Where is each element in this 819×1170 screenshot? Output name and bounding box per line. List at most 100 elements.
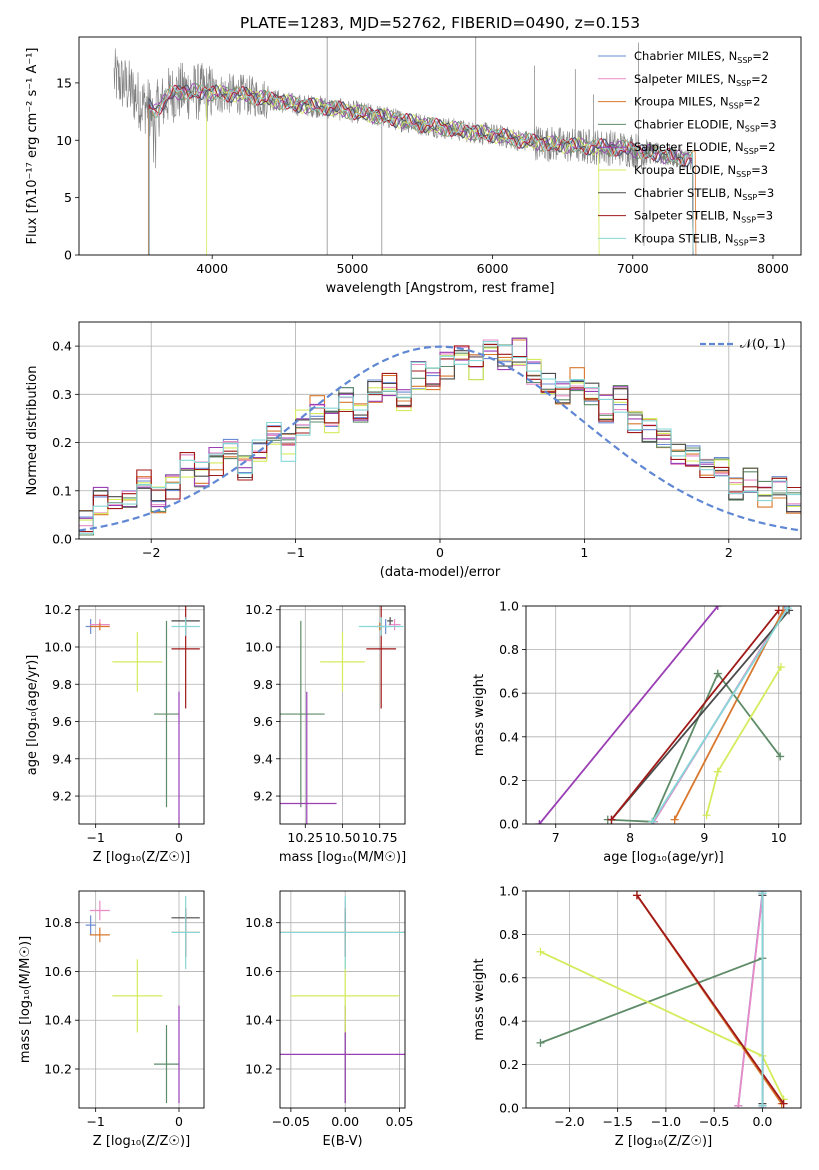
legend-model-name: Chabrier ELODIE xyxy=(634,117,729,131)
legend-entry: 𝒩(0, 1) xyxy=(740,336,786,351)
legend-nssp: =3 xyxy=(749,231,766,245)
x-tick-label: 7 xyxy=(552,830,560,845)
x-tick-label: 7000 xyxy=(617,261,649,276)
y-tick-label: 10 xyxy=(56,133,72,148)
y-tick-label: 0.4 xyxy=(499,729,519,744)
legend-entry: Kroupa STELIB, NSSP=3 xyxy=(634,231,765,247)
y-tick-label: 9.2 xyxy=(253,789,273,804)
x-axis-label: age [log₁₀(age/yr)] xyxy=(603,850,724,865)
legend-nssp: =2 xyxy=(744,95,761,109)
x-tick-label: −0.05 xyxy=(272,1114,310,1129)
weight-marker xyxy=(774,606,783,615)
legend-model-name: Salpeter ELODIE xyxy=(634,140,728,154)
model-spectrum xyxy=(148,83,694,255)
panel-mass-vs-ebv: −0.05 0.00 0.05 10.2 10.4 10.6 10.8 E(B-V) xyxy=(245,890,413,1149)
x-tick-label: 10 xyxy=(771,830,787,845)
legend-nssp: =3 xyxy=(756,209,773,223)
legend-entry: Salpeter STELIB, NSSP=3 xyxy=(634,209,773,225)
plot-area xyxy=(536,891,788,1108)
y-tick-label: 9.8 xyxy=(52,677,72,692)
x-tick-label: 4000 xyxy=(196,261,228,276)
grid-lines xyxy=(280,891,405,1108)
x-tick-label: 1 xyxy=(580,545,588,560)
weight-line xyxy=(538,606,719,824)
legend-prefix: , N xyxy=(721,49,737,63)
axes-frame xyxy=(525,890,802,1109)
legend-subscript: SSP xyxy=(736,79,751,88)
y-tick-label: 10.4 xyxy=(245,1013,273,1028)
x-tick-label: −1 xyxy=(86,1114,104,1129)
weight-marker xyxy=(734,1101,743,1108)
x-tick-label: 9 xyxy=(700,830,708,845)
legend-prefix: , N xyxy=(725,209,741,223)
y-tick-label: 0.8 xyxy=(499,642,519,657)
y-tick-label: 9.2 xyxy=(52,789,72,804)
weight-marker xyxy=(758,1101,767,1108)
axes-frame xyxy=(78,36,802,256)
weight-line xyxy=(610,609,780,821)
plot-area xyxy=(113,37,697,255)
plot-area xyxy=(85,895,200,1104)
model-spectrum xyxy=(148,84,694,255)
weight-line xyxy=(607,671,781,823)
x-axis-label: Z [log₁₀(Z/Z☉)] xyxy=(615,1134,712,1149)
y-tick-label: 10.2 xyxy=(245,602,273,617)
x-tick-label: −2.0 xyxy=(554,1114,584,1129)
plot-area xyxy=(79,337,801,536)
legend-nssp: =3 xyxy=(760,117,777,131)
legend-subscript: SSP xyxy=(737,56,752,65)
weight-marker xyxy=(607,815,616,824)
weight-marker xyxy=(776,752,785,761)
weight-line xyxy=(651,607,789,823)
legend-model-name: Salpeter MILES xyxy=(634,72,720,86)
y-tick-label: 0.0 xyxy=(499,1101,519,1116)
x-axis-label: Z [log₁₀(Z/Z☉)] xyxy=(93,850,190,865)
model-spectrum xyxy=(148,84,694,255)
x-tick-label: 5000 xyxy=(336,261,368,276)
x-tick-label: 0.0 xyxy=(752,1114,772,1129)
axes-frame xyxy=(525,605,802,825)
x-tick-label: −1 xyxy=(286,545,304,560)
y-tick-label: 0.4 xyxy=(52,339,72,354)
y-tick-label: 9.8 xyxy=(253,677,273,692)
x-tick-label: 10.25 xyxy=(287,830,323,845)
weight-marker xyxy=(536,1038,545,1047)
y-tick-label: 0.6 xyxy=(499,970,519,985)
legend-entry: Salpeter MILES, NSSP=2 xyxy=(634,72,768,88)
y-tick-label: 5 xyxy=(64,190,72,205)
legend-nssp: =3 xyxy=(757,186,774,200)
weight-line xyxy=(610,609,790,821)
x-tick-label: 2 xyxy=(725,545,733,560)
legend-subscript: SSP xyxy=(741,216,756,225)
normal-reference-curve xyxy=(79,345,801,532)
y-axis-label: age [log₁₀(age/yr)] xyxy=(25,655,40,776)
y-axis-label: mass [log₁₀(M/M☉)] xyxy=(18,936,33,1063)
weight-marker xyxy=(713,767,722,776)
y-tick-label: 0.2 xyxy=(499,1057,519,1072)
legend-prefix: , N xyxy=(720,72,736,86)
grid-lines xyxy=(79,891,204,1108)
weight-line xyxy=(737,895,764,1106)
y-tick-label: 0.2 xyxy=(499,773,519,788)
weight-marker xyxy=(702,811,711,820)
panel-age-vs-mass: 10.25 10.50 10.75 9.2 9.4 9.6 9.8 10.0 10.2 mass … xyxy=(245,602,406,865)
legend-model-name: Chabrier MILES xyxy=(634,49,721,63)
y-tick-label: 0.8 xyxy=(499,927,519,942)
legend-entry: Chabrier ELODIE, NSSP=3 xyxy=(634,117,777,133)
legend-prefix: , N xyxy=(729,117,745,131)
y-axis-label: mass weight xyxy=(472,958,487,1040)
weight-marker xyxy=(758,891,767,898)
axes-frame xyxy=(78,321,802,540)
legend-nssp: =3 xyxy=(751,163,768,177)
y-tick-label: 0.4 xyxy=(499,1014,519,1029)
plot-area xyxy=(280,606,404,824)
y-tick-label: 15 xyxy=(56,75,72,90)
y-tick-label: 10.0 xyxy=(44,639,72,654)
weight-marker xyxy=(713,669,722,678)
panel-mass-vs-z: −1 0 10.2 10.4 10.6 10.8 Z [log₁₀(Z/Z☉)] mass [… xyxy=(18,890,205,1149)
weight-marker xyxy=(779,1099,788,1108)
y-tick-label: 9.4 xyxy=(52,751,72,766)
x-tick-label: 0 xyxy=(436,545,444,560)
panel-weight-vs-z: −2.0 −1.5 −1.0 −0.5 0.0 0.0 0.2 0.4 0.6 0.8 1.0 Z [… xyxy=(472,884,802,1149)
axes-frame xyxy=(78,890,205,1109)
